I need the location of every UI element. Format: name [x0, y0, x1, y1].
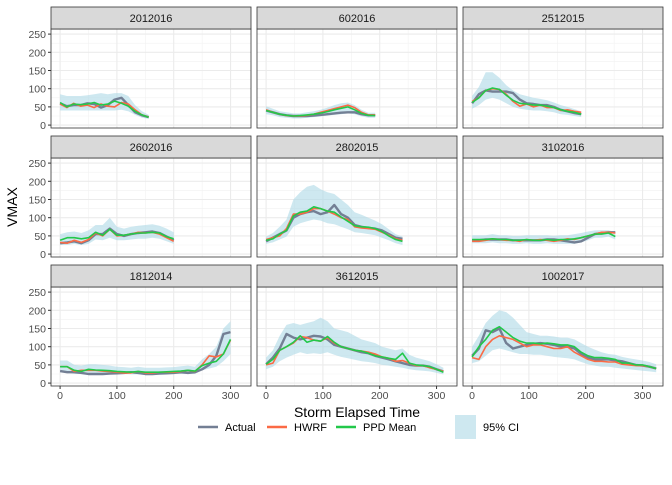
facet-strip: [256, 6, 458, 30]
x-tick-label: 100: [314, 390, 332, 402]
facet-strip: [462, 264, 664, 288]
y-tick-label: 250: [28, 29, 46, 41]
x-tick-label: 300: [428, 390, 446, 402]
ci-ribbon: [60, 321, 231, 375]
panel-3102016: 3102016: [462, 135, 664, 258]
panel-background: [257, 158, 457, 257]
y-tick-label: 200: [28, 305, 46, 317]
legend-item-ppd: PPD Mean: [336, 422, 416, 434]
facet-strip: [462, 6, 664, 30]
x-tick-label: 100: [520, 390, 538, 402]
x-tick-label: 100: [108, 390, 126, 402]
facet-strip-label: 2512015: [542, 13, 585, 25]
ppd-line: [471, 87, 582, 115]
y-tick-label: 150: [28, 194, 46, 206]
facet-strip: [50, 135, 252, 159]
y-tick-label: 250: [28, 158, 46, 170]
panel-2012016: 2012016 0 50 100 150 200 250: [28, 6, 252, 132]
y-axis-title: VMAX: [4, 187, 20, 227]
ppd-line: [265, 206, 403, 243]
legend-item-actual: Actual: [198, 422, 256, 434]
hwrf-line: [471, 334, 657, 370]
ppd-line: [60, 339, 232, 374]
y-tick-label: 50: [34, 231, 46, 243]
x-tick-label: 0: [57, 390, 63, 402]
ppd-line: [265, 334, 444, 373]
facet-strip-label: 1812014: [130, 271, 173, 283]
facet-strip-label: 1002017: [542, 271, 585, 283]
facet-strip: [256, 264, 458, 288]
x-axis-title: Storm Elapsed Time: [294, 404, 420, 420]
panel-2512015: 2512015: [462, 6, 664, 129]
panel-1812014: 1812014 0 50 100 150 200 250 0 100 200 300: [28, 264, 252, 402]
y-tick-label: 50: [34, 360, 46, 372]
legend: Actual HWRF PPD Mean 95% CI: [198, 415, 519, 439]
x-tick-label: 0: [263, 390, 269, 402]
facet-strip-label: 3102016: [542, 142, 585, 154]
facet-strip: [50, 264, 252, 288]
legend-key-fill: [455, 415, 476, 439]
x-tick-label: 300: [222, 390, 240, 402]
x-tick-label: 200: [577, 390, 595, 402]
panel-2602016: 2602016 0 50 100 150 200 250: [28, 135, 252, 261]
panel-3612015: 3612015 0 100 200 300: [256, 264, 458, 402]
y-tick-label: 100: [28, 213, 46, 225]
y-tick-label: 250: [28, 287, 46, 299]
facet-strip-label: 2012016: [130, 13, 173, 25]
legend-label: 95% CI: [483, 422, 519, 434]
y-tick-label: 0: [40, 378, 46, 390]
facet-strip: [256, 135, 458, 159]
facet-strip-label: 2802015: [336, 142, 379, 154]
legend-label: PPD Mean: [363, 422, 416, 434]
ci-ribbon: [472, 310, 657, 373]
legend-item-hwrf: HWRF: [267, 422, 327, 434]
facet-strip-label: 2602016: [130, 142, 173, 154]
facet-strip-label: 3612015: [336, 271, 379, 283]
y-tick-label: 50: [34, 102, 46, 114]
x-tick-label: 300: [634, 390, 652, 402]
ppd-line: [471, 325, 657, 370]
panel-602016: 602016: [256, 6, 458, 129]
x-tick-label: 0: [469, 390, 475, 402]
facet-panels: 2012016 0 50 100 150 200 250 602016 2512015 26020…: [28, 6, 664, 402]
actual-line: [471, 327, 657, 370]
panel-2802015: 2802015: [256, 135, 458, 258]
ppd-line: [59, 100, 149, 119]
legend-label: Actual: [225, 422, 256, 434]
panel-background: [51, 29, 251, 128]
y-tick-label: 200: [28, 176, 46, 188]
x-tick-label: 200: [371, 390, 389, 402]
ppd-line: [265, 106, 376, 117]
x-tick-label: 200: [165, 390, 183, 402]
actual-line: [59, 330, 231, 376]
y-tick-label: 150: [28, 323, 46, 335]
facet-strip: [462, 135, 664, 159]
legend-label: HWRF: [294, 422, 327, 434]
y-tick-label: 150: [28, 65, 46, 77]
ppd-line: [472, 232, 616, 242]
facet-strip: [50, 6, 252, 30]
y-tick-label: 100: [28, 84, 46, 96]
y-tick-label: 100: [28, 342, 46, 354]
y-tick-label: 200: [28, 47, 46, 59]
y-tick-label: 0: [40, 120, 46, 132]
ppd-line: [59, 228, 174, 242]
panel-1002017: 1002017 0 100 200 300: [462, 264, 664, 402]
y-tick-label: 0: [40, 249, 46, 261]
facet-strip-label: 602016: [339, 13, 376, 25]
legend-item-ci: 95% CI: [455, 415, 519, 439]
